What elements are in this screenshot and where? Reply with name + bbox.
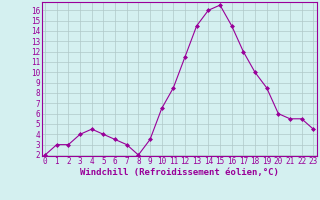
X-axis label: Windchill (Refroidissement éolien,°C): Windchill (Refroidissement éolien,°C) [80, 168, 279, 177]
